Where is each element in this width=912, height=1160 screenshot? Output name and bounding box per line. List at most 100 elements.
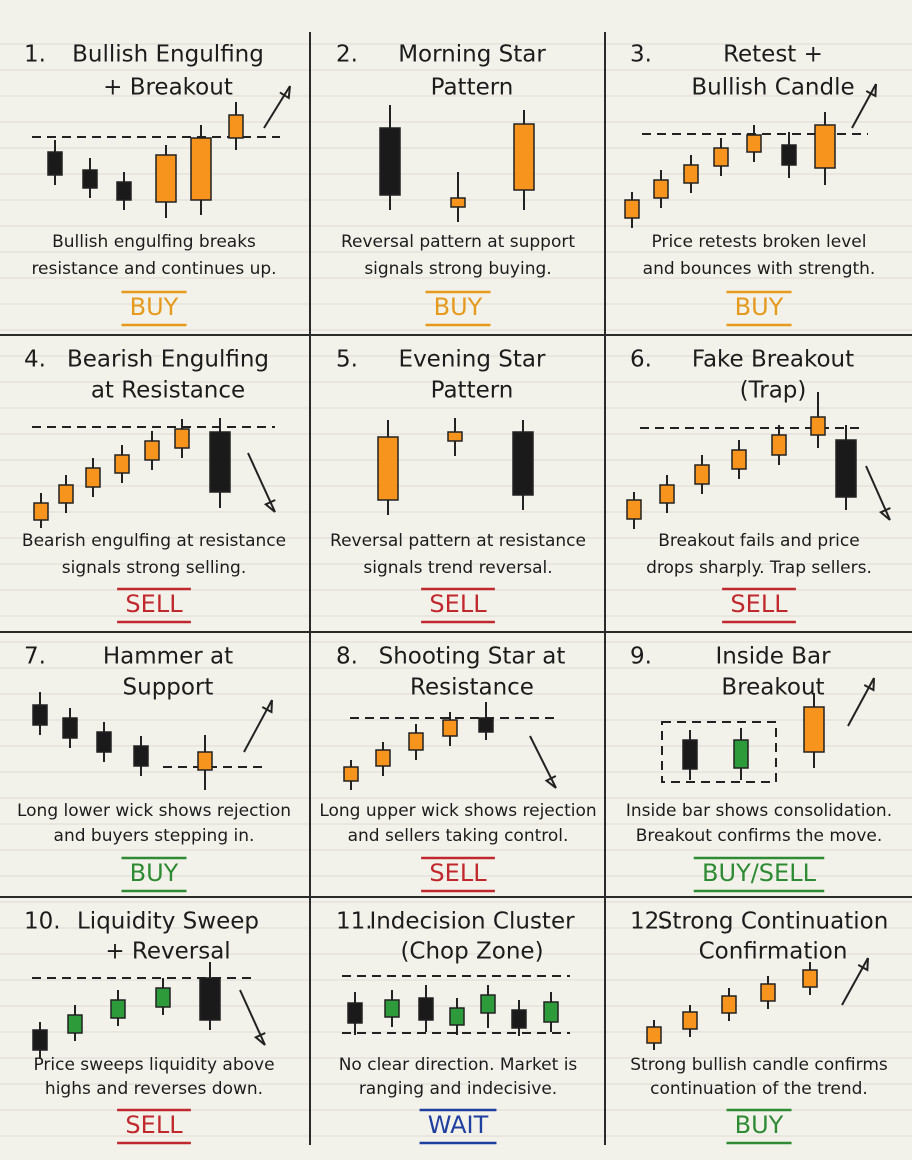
pattern-number: 2.: [336, 42, 358, 68]
candle-body: [144, 440, 160, 461]
candle-body: [33, 502, 49, 521]
pattern-number: 10.: [24, 909, 61, 935]
candle-body: [810, 416, 826, 436]
pattern-title: Support: [123, 675, 214, 701]
arrow: [847, 677, 875, 727]
candle-body: [228, 114, 244, 139]
candle-body: [32, 704, 48, 726]
signal: BUY/SELL: [702, 859, 817, 887]
candle-body: [133, 745, 149, 767]
pattern-description: highs and reverses down.: [45, 1079, 263, 1099]
candle-body: [653, 179, 669, 199]
candle-body: [67, 1014, 83, 1034]
pattern-title: Bearish Engulfing: [67, 347, 269, 373]
candle-body: [32, 1029, 48, 1051]
candle-body: [96, 731, 112, 753]
candle-body: [721, 995, 737, 1014]
candle-body: [682, 1011, 698, 1030]
pattern-number: 12.: [630, 909, 667, 935]
candle-body: [190, 137, 212, 201]
candle-body: [626, 499, 642, 520]
pattern-title: + Reversal: [105, 939, 230, 965]
pattern-title: (Trap): [740, 378, 807, 404]
arrow-head: [865, 83, 877, 98]
pattern-description: drops sharply. Trap sellers.: [646, 558, 872, 578]
candle-body: [760, 983, 776, 1002]
pattern-title: Resistance: [410, 675, 534, 701]
pattern-title: Indecision Cluster: [369, 909, 575, 935]
signal: SELL: [125, 1111, 183, 1139]
signal: BUY: [735, 1111, 784, 1139]
candle-body: [624, 199, 640, 219]
candle-body: [116, 181, 132, 201]
pattern-title: Pattern: [431, 75, 514, 101]
pattern-number: 6.: [630, 347, 652, 373]
arrow-head: [878, 507, 891, 521]
pattern-number: 7.: [24, 644, 46, 670]
pattern-title: Evening Star: [399, 347, 546, 373]
texts: 1. Bullish Engulfing + Breakout Bullish eng…: [17, 42, 892, 1145]
signal: BUY: [130, 293, 179, 321]
candle-body: [47, 151, 63, 176]
candle-body: [450, 197, 466, 208]
arrow: [263, 85, 291, 129]
pattern-description: and buyers stepping in.: [54, 826, 255, 846]
pattern-title: Shooting Star at: [379, 644, 566, 670]
candle-body: [733, 739, 749, 769]
candle-body: [731, 449, 747, 470]
arrow: [529, 735, 557, 789]
pattern-number: 5.: [336, 347, 358, 373]
pattern-description: Inside bar shows consolidation.: [626, 801, 892, 821]
candle-body: [58, 484, 74, 504]
pattern-description: resistance and continues up.: [31, 259, 276, 279]
candle-body: [379, 127, 401, 196]
candle-body: [384, 999, 400, 1018]
candle-body: [713, 147, 729, 167]
grid: [0, 32, 912, 1145]
pattern-description: continuation of the trend.: [650, 1079, 868, 1099]
pattern-title: Retest +: [723, 42, 823, 68]
signal: SELL: [730, 590, 788, 618]
candle-body: [746, 134, 762, 153]
candle-body: [513, 123, 535, 191]
candle-body: [442, 719, 458, 737]
candle-body: [85, 467, 101, 488]
pattern-description: Price retests broken level: [652, 232, 867, 252]
candle-body: [347, 1002, 363, 1024]
arrow-head: [263, 499, 276, 513]
candle-body: [803, 706, 825, 753]
candle-body: [155, 154, 177, 203]
candle-body: [209, 431, 231, 493]
candle-body: [683, 164, 699, 184]
pattern-description: and sellers taking control.: [348, 826, 569, 846]
candle-body: [449, 1007, 465, 1026]
pattern-description: Breakout confirms the move.: [636, 826, 883, 846]
pattern-title: Pattern: [431, 378, 514, 404]
pattern-description: No clear direction. Market is: [339, 1055, 578, 1075]
pattern-description: signals trend reversal.: [363, 558, 552, 578]
pattern-number: 9.: [630, 644, 652, 670]
pattern-title: Inside Bar: [715, 644, 831, 670]
signal: BUY: [735, 293, 784, 321]
candle-body: [110, 999, 126, 1019]
pattern-description: Breakout fails and price: [658, 531, 859, 551]
pattern-title: Bullish Candle: [691, 75, 854, 101]
pattern-description: signals strong buying.: [364, 259, 551, 279]
pattern-title: Confirmation: [699, 939, 848, 965]
candle-body: [781, 144, 797, 166]
pattern-number: 1.: [24, 42, 46, 68]
signal: SELL: [429, 590, 487, 618]
pattern-description: Long lower wick shows rejection: [17, 801, 291, 821]
pattern-description: Bullish engulfing breaks: [52, 232, 256, 252]
pattern-description: signals strong selling.: [62, 558, 247, 578]
candle-body: [377, 436, 399, 501]
candle-body: [408, 732, 424, 751]
pattern-title: Fake Breakout: [692, 347, 854, 373]
pattern-title: + Breakout: [103, 75, 233, 101]
candle-body: [511, 1009, 527, 1029]
candle-body: [199, 977, 221, 1021]
candle-body: [512, 431, 534, 496]
pattern-title: Liquidity Sweep: [77, 909, 259, 935]
candle-body: [694, 464, 710, 485]
